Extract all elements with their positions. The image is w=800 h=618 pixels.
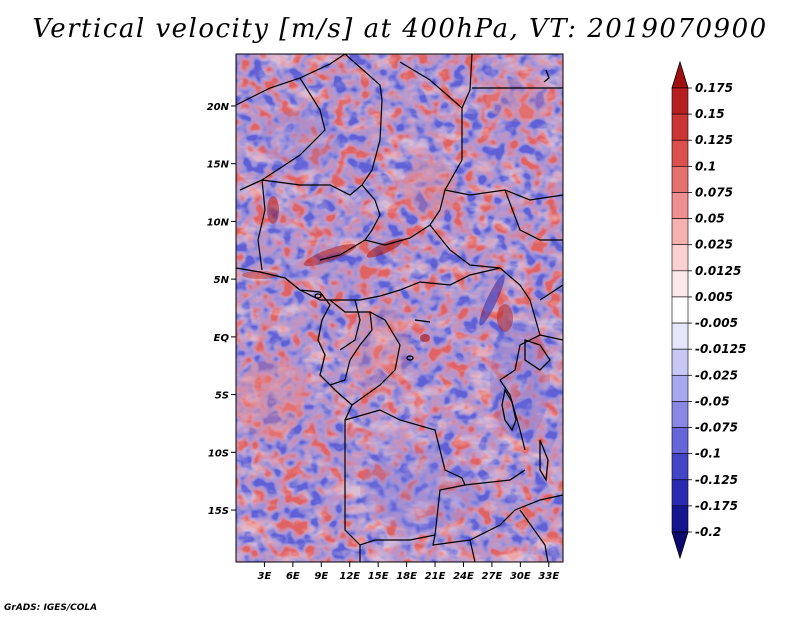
longitude-axis: 3E 6E 9E 12E 15E 18E 21E 24E 27E 30E 33E (258, 562, 559, 582)
colorbar-label: -0.05 (695, 394, 730, 408)
lon-tick-label: 12E (339, 571, 360, 582)
colorbar-segment (671, 218, 689, 246)
lon-tick-label: 30E (510, 571, 531, 582)
colorbar-segment (671, 322, 689, 350)
colorbar-label: 0.125 (695, 133, 733, 147)
colorbar-label: 0.1 (695, 159, 716, 173)
colorbar-segment (671, 139, 689, 167)
colorbar-label: 0.175 (695, 81, 733, 95)
lon-tick-label: 15E (368, 571, 389, 582)
lat-tick-label: 15S (208, 506, 229, 517)
colorbar-segment (671, 87, 689, 115)
colorbar-bottom-arrow (671, 531, 689, 560)
latitude-axis: 20N 15N 10N 5N EQ 5S 10S 15S (207, 102, 236, 517)
colorbar-label: -0.1 (695, 447, 721, 461)
colorbar-segment (671, 505, 689, 533)
colorbar-top-arrow (671, 60, 689, 89)
map-frame (235, 53, 564, 563)
colorbar: 0.175 0.15 0.125 0.1 0.075 0.05 0.025 0.0125 0.0… (671, 60, 746, 560)
lat-tick-label: 10N (207, 217, 230, 228)
lat-tick-label: EQ (214, 333, 230, 344)
colorbar-label: 0.15 (695, 107, 725, 121)
colorbar-segment (671, 427, 689, 454)
colorbar-label: -0.2 (695, 525, 721, 539)
colorbar-label: 0.05 (695, 212, 725, 226)
lon-tick-label: 21E (425, 571, 446, 582)
lon-tick-label: 3E (258, 571, 272, 582)
colorbar-label: 0.0125 (695, 264, 741, 278)
colorbar-label: 0.025 (695, 238, 733, 252)
lat-tick-label: 20N (207, 102, 230, 113)
velocity-field (236, 54, 563, 562)
lat-tick-label: 5N (214, 275, 230, 286)
colorbar-label: -0.005 (695, 316, 738, 330)
lon-tick-label: 9E (314, 571, 328, 582)
colorbar-label: -0.175 (695, 499, 738, 513)
lon-tick-label: 27E (482, 571, 503, 582)
colorbar-segment (671, 192, 689, 219)
lat-tick-label: 5S (215, 391, 229, 402)
lon-tick-label: 6E (286, 571, 300, 582)
colorbar-segment (671, 166, 689, 193)
colorbar-segment (671, 401, 689, 428)
country-borders (236, 54, 563, 562)
colorbar-label: 0.005 (695, 290, 733, 304)
lon-tick-label: 24E (453, 571, 474, 582)
colorbar-segment (671, 270, 689, 298)
colorbar-segment (671, 296, 689, 324)
colorbar-label: -0.125 (695, 473, 738, 487)
lat-tick-label: 15N (207, 160, 230, 171)
colorbar-label: -0.025 (695, 368, 738, 382)
coastlines-lakes (236, 69, 551, 483)
colorbar-segment (671, 479, 689, 507)
lon-tick-label: 18E (396, 571, 417, 582)
colorbar-segment (671, 244, 689, 272)
colorbar-segment (671, 374, 689, 402)
colorbar-segment (671, 113, 689, 141)
colorbar-label: -0.0125 (695, 342, 746, 356)
footer-credit: GrADS: IGES/COLA (4, 603, 98, 613)
colorbar-label: -0.075 (695, 421, 738, 435)
lon-tick-label: 33E (538, 571, 559, 582)
chart-title: Vertical velocity [m/s] at 400hPa, VT: 2… (32, 14, 768, 44)
colorbar-segment (671, 453, 689, 481)
colorbar-label: 0.075 (695, 185, 733, 199)
lat-tick-label: 10S (208, 448, 229, 459)
colorbar-segment (671, 348, 689, 376)
